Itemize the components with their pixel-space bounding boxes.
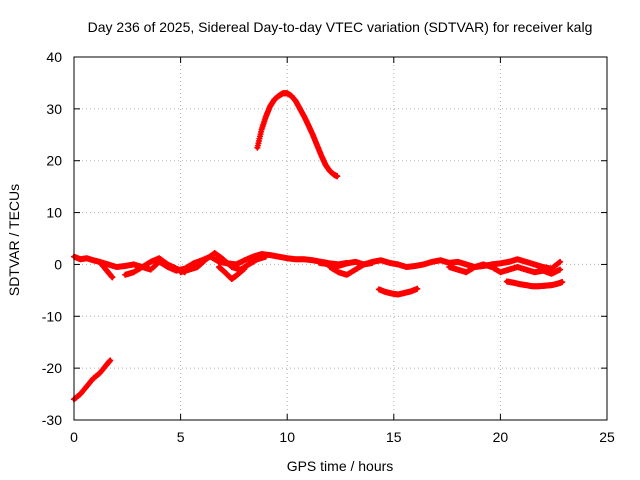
series-arc-baseline-3 (122, 255, 188, 278)
data-series (71, 90, 566, 403)
y-tick-label: 20 (46, 153, 62, 169)
y-tick-label: -30 (42, 412, 62, 428)
data-point (369, 259, 376, 266)
series-arc-peak-morning (254, 90, 341, 180)
y-tick-label: 40 (46, 49, 62, 65)
y-tick-label: 0 (54, 256, 62, 272)
x-tick-label: 0 (70, 429, 78, 445)
x-tick-label: 25 (599, 429, 615, 445)
x-tick-label: 15 (386, 429, 402, 445)
series-arc-baseline-4 (177, 250, 269, 276)
chart-title: Day 236 of 2025, Sidereal Day-to-day VTE… (88, 19, 593, 35)
y-axis-label: SDTVAR / TECUs (6, 184, 22, 296)
data-point (262, 253, 269, 260)
tick-labels: 0 5 10 15 20 25 -30 -20 -10 0 10 20 30 40 (42, 49, 615, 445)
plot-frame (73, 56, 608, 421)
series-arc-dip-evening (503, 278, 566, 290)
data-point (334, 173, 341, 180)
data-point (241, 265, 248, 272)
x-tick-label: 20 (493, 429, 509, 445)
y-tick-label: 30 (46, 101, 62, 117)
series-arc-baseline-5 (215, 264, 248, 282)
series-arc-rising-early (71, 357, 114, 403)
x-axis-label: GPS time / hours (287, 458, 394, 474)
data-point (559, 279, 566, 286)
data-point (556, 259, 563, 266)
data-point (414, 285, 421, 292)
data-point (557, 266, 564, 273)
data-point (109, 274, 116, 281)
y-tick-label: -10 (42, 308, 62, 324)
x-tick-label: 10 (279, 429, 295, 445)
x-tick-label: 5 (177, 429, 185, 445)
series-arc-dip-afternoon (375, 285, 421, 298)
series-arc-baseline-7 (326, 259, 376, 278)
data-point (557, 258, 564, 265)
data-point (107, 357, 114, 364)
y-tick-label: 10 (46, 205, 62, 221)
y-tick-label: -20 (42, 360, 62, 376)
series-arc-baseline-8 (446, 261, 564, 277)
